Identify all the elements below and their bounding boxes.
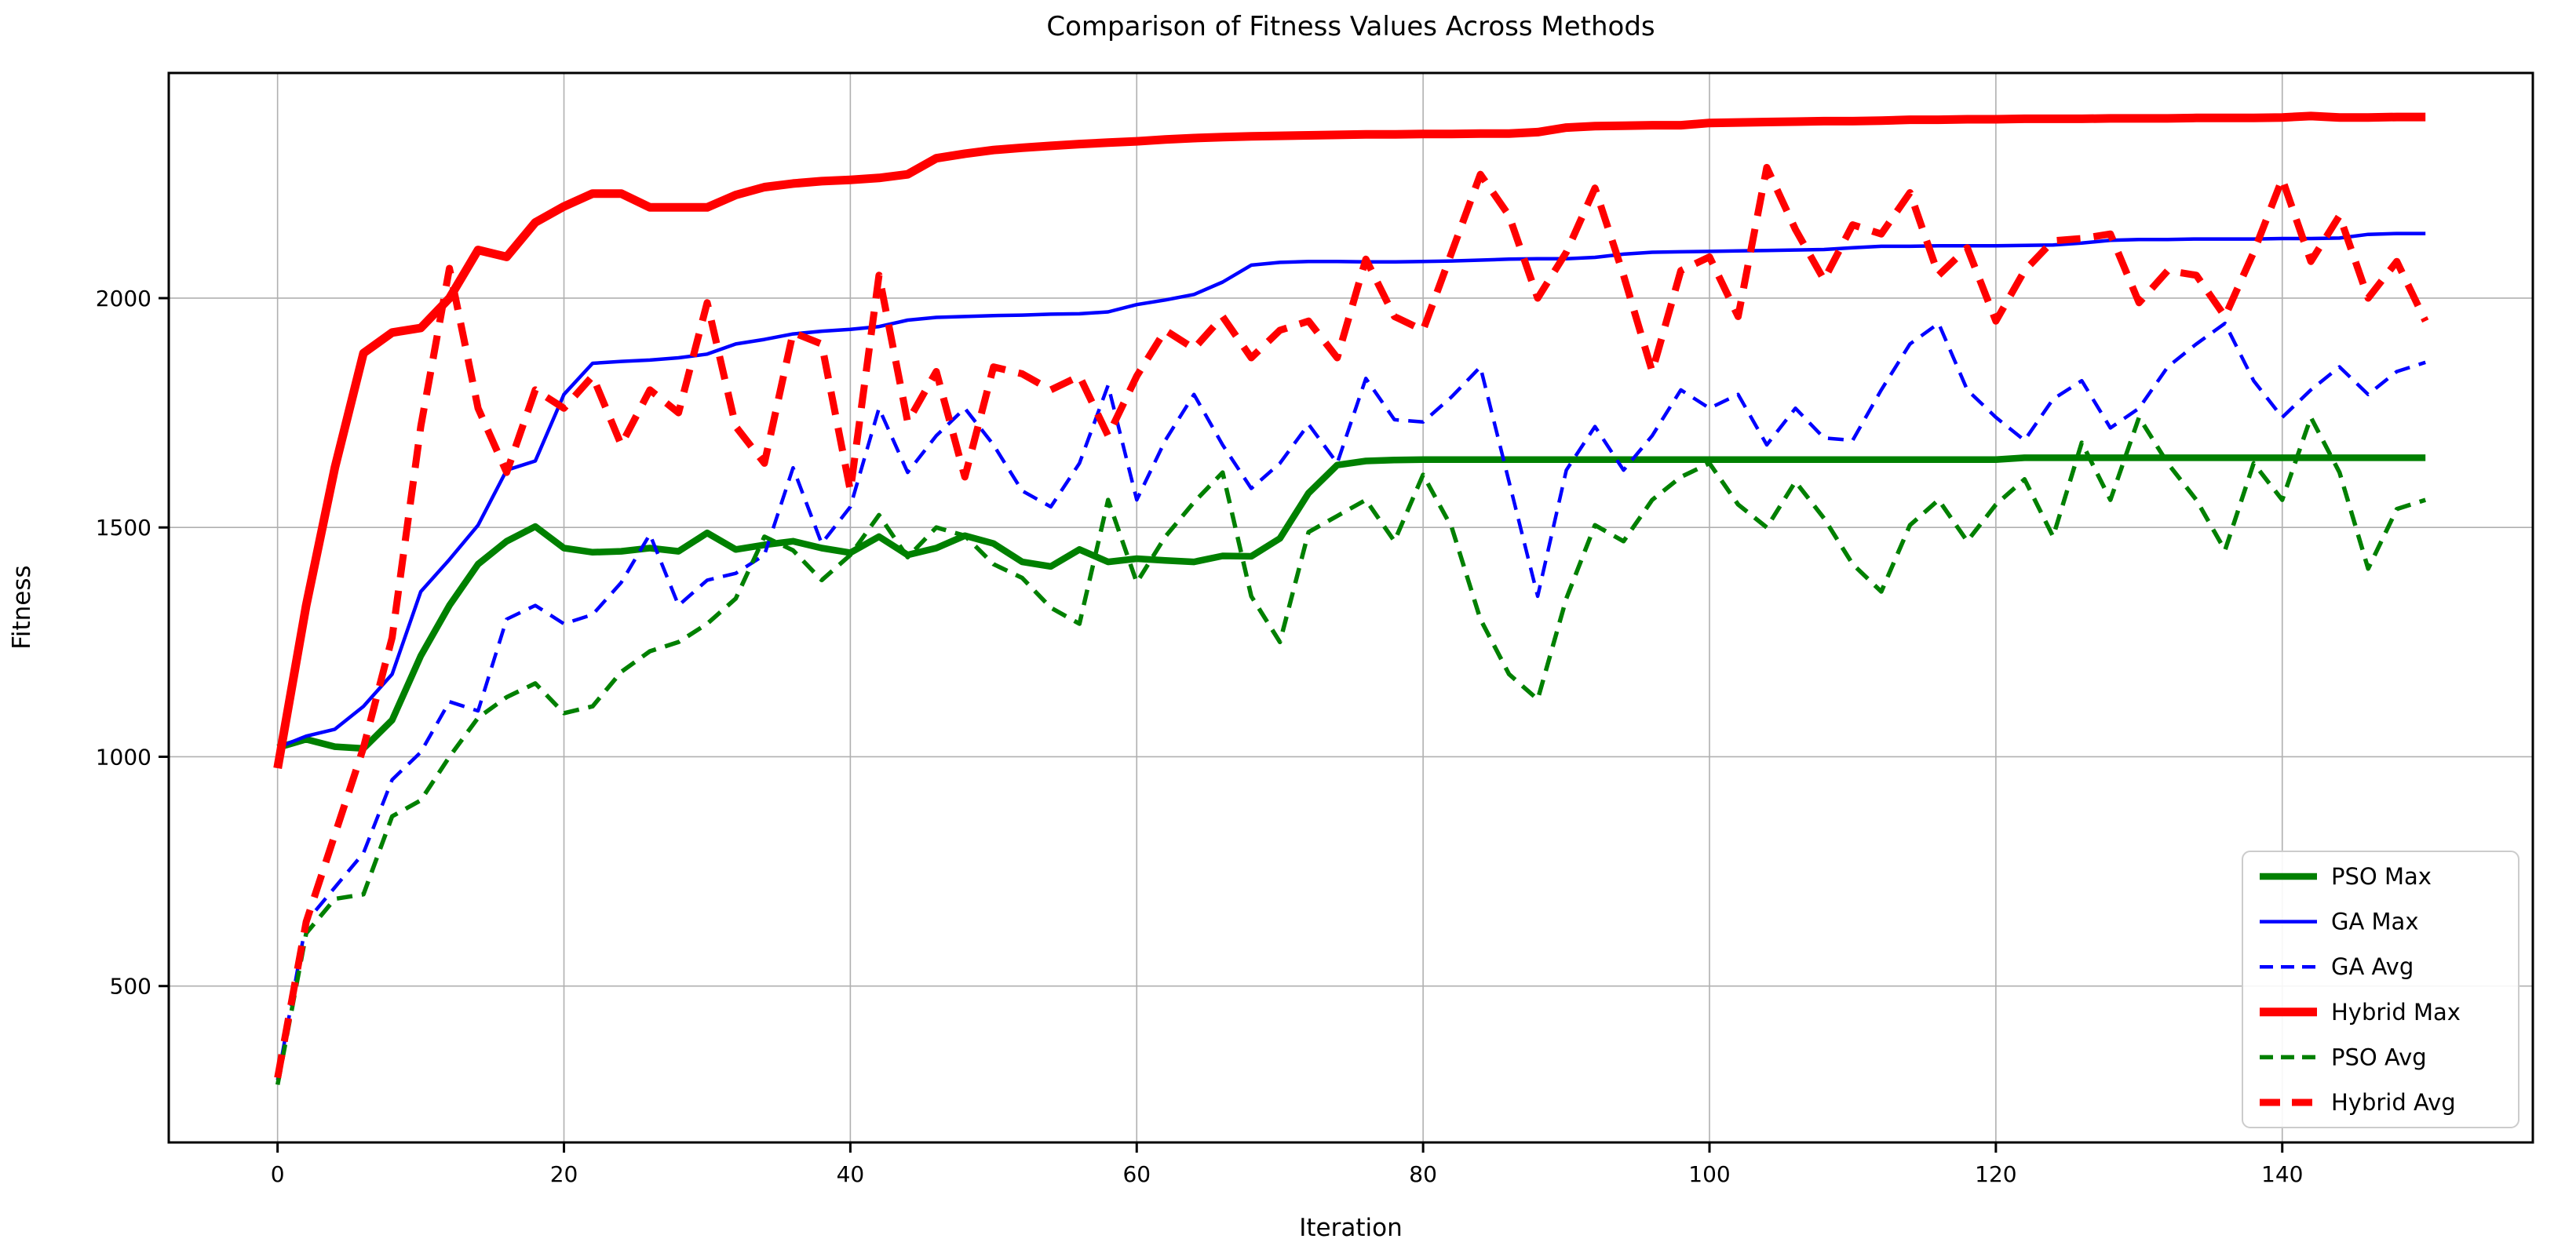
y-tick-label: 1500 <box>96 515 151 541</box>
x-tick-label: 40 <box>837 1161 865 1187</box>
y-axis-label: Fitness <box>8 565 36 649</box>
x-tick-label: 80 <box>1409 1161 1437 1187</box>
y-tick-label: 1000 <box>96 744 151 770</box>
legend-label-pso-avg: PSO Avg <box>2331 1044 2427 1070</box>
plot-frame <box>167 71 2534 1144</box>
series-line-ga-avg <box>275 321 2426 1080</box>
x-tick-label: 60 <box>1122 1161 1151 1187</box>
series-line-pso-max <box>276 454 2426 752</box>
legend-label-ga-avg: GA Avg <box>2331 953 2414 980</box>
legend-label-pso-max: PSO Max <box>2331 863 2432 890</box>
x-tick-label: 120 <box>1975 1161 2016 1187</box>
axis-ticks: 0 20 40 60 80 100 120 140 500 1000 1500 2000 <box>96 286 2304 1187</box>
series-line-ga-max <box>276 231 2426 749</box>
legend: PSO Max GA Max GA Avg Hybrid Max PSO Avg Hybr… <box>2242 851 2519 1128</box>
plot-area <box>169 73 2533 1142</box>
x-axis-label: Iteration <box>1299 1214 1403 1242</box>
chart-title: Comparison of Fitness Values Across Meth… <box>1046 11 1655 42</box>
series-line-hybrid-max <box>273 111 2426 770</box>
y-tick-label: 500 <box>110 974 151 1000</box>
y-tick-label: 2000 <box>96 286 151 312</box>
legend-label-ga-max: GA Max <box>2331 909 2418 935</box>
legend-box <box>2242 851 2519 1128</box>
x-tick-label: 20 <box>550 1161 578 1187</box>
legend-label-hybrid-max: Hybrid Max <box>2331 999 2461 1026</box>
x-tick-label: 0 <box>271 1161 285 1187</box>
series-line-pso-avg <box>275 415 2427 1085</box>
grid-lines <box>169 73 2533 1142</box>
x-tick-label: 140 <box>2261 1161 2303 1187</box>
legend-label-hybrid-avg: Hybrid Avg <box>2331 1089 2456 1116</box>
x-tick-label: 100 <box>1688 1161 1730 1187</box>
series-line-hybrid-avg <box>274 163 2429 1079</box>
data-series <box>273 111 2429 1085</box>
